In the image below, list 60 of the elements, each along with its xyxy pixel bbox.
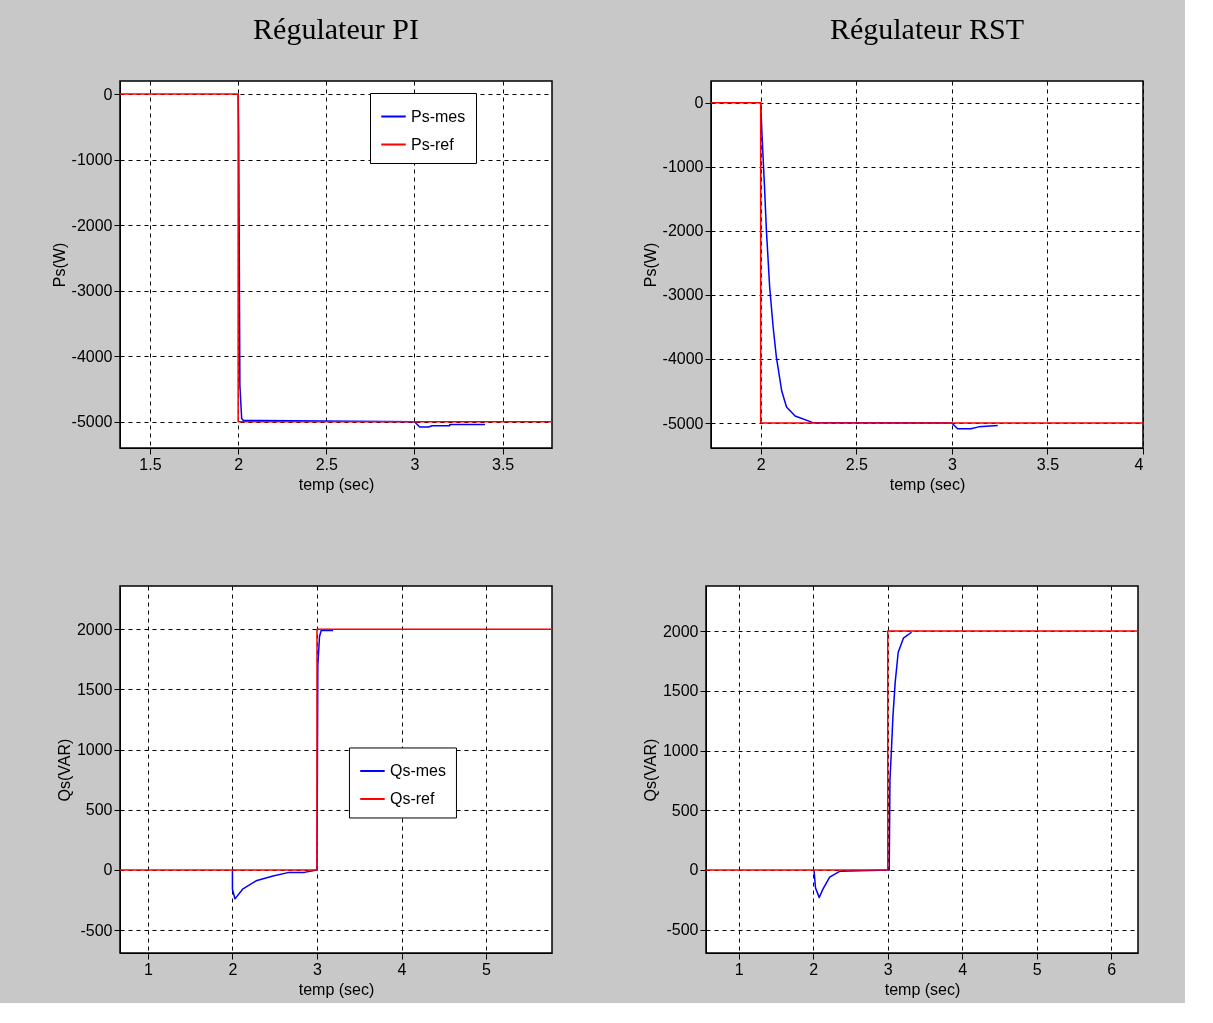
y-tick-label: 500: [85, 801, 113, 819]
y-axis-title: Ps(W): [50, 242, 68, 288]
x-tick-label: 2.5: [845, 455, 868, 473]
x-tick-label: 5: [1032, 960, 1042, 978]
y-tick-label: 0: [694, 94, 704, 112]
x-tick-label: 2: [809, 960, 819, 978]
y-tick-label: 1000: [76, 741, 113, 759]
y-tick-label: -4000: [71, 347, 113, 365]
legend-label: Ps-ref: [411, 135, 455, 153]
x-tick-label: 3.5: [1036, 455, 1060, 473]
x-tick-label: 1.5: [139, 455, 162, 473]
y-tick-label: 500: [671, 801, 699, 819]
x-axis-title: temp (sec): [884, 980, 961, 998]
y-tick-label: -500: [666, 921, 699, 939]
y-tick-label: -5000: [71, 413, 113, 431]
x-tick-label: 2.5: [315, 455, 339, 473]
chart-title: Régulateur PI: [253, 12, 419, 45]
y-axis-title: Ps(W): [641, 242, 659, 288]
y-tick-label: -3000: [71, 282, 113, 300]
x-tick-label: 1: [143, 960, 153, 978]
x-tick-label: 2: [228, 960, 238, 978]
y-tick-label: -5000: [662, 414, 704, 432]
chart-title: Régulateur RST: [829, 12, 1025, 45]
legend-label: Qs-mes: [389, 761, 446, 779]
y-tick-label: 0: [103, 85, 113, 103]
y-tick-label: -4000: [662, 350, 704, 368]
y-tick-label: 1000: [662, 742, 699, 759]
line-series: [813, 631, 913, 899]
y-tick-label: -3000: [662, 286, 704, 304]
y-tick-label: 2000: [662, 622, 699, 640]
x-tick-label: 3: [410, 455, 420, 473]
x-tick-label: 2: [234, 455, 244, 473]
y-tick-label: -1000: [662, 158, 704, 176]
x-tick-label: 4: [1134, 455, 1144, 473]
y-tick-label: 2000: [76, 620, 113, 638]
y-tick-label: -500: [80, 921, 113, 939]
y-tick-label: 0: [689, 861, 699, 879]
x-tick-label: 3.5: [492, 455, 515, 473]
x-tick-label: 4: [397, 960, 407, 978]
x-axis-title: temp (sec): [298, 475, 375, 493]
x-tick-label: 3: [883, 960, 893, 978]
x-tick-label: 4: [958, 960, 968, 978]
y-tick-label: -1000: [71, 151, 113, 169]
x-tick-label: 3: [947, 455, 957, 473]
y-tick-label: 0: [103, 861, 113, 879]
y-axis-title: Qs(VAR): [55, 738, 73, 802]
x-tick-label: 2: [756, 455, 766, 473]
x-tick-label: 5: [482, 960, 492, 978]
legend-label: Qs-ref: [389, 789, 435, 807]
y-tick-label: -2000: [662, 222, 704, 240]
x-tick-label: 3: [313, 960, 323, 978]
x-tick-label: 1: [734, 960, 744, 978]
x-tick-label: 6: [1107, 960, 1117, 978]
y-tick-label: -2000: [71, 216, 113, 234]
y-tick-label: 1500: [76, 680, 113, 698]
y-axis-title: Qs(VAR): [641, 738, 659, 802]
legend-label: Ps-mes: [411, 107, 466, 125]
x-axis-title: temp (sec): [298, 980, 375, 998]
y-tick-label: 1500: [662, 682, 699, 700]
x-axis-title: temp (sec): [889, 475, 966, 493]
